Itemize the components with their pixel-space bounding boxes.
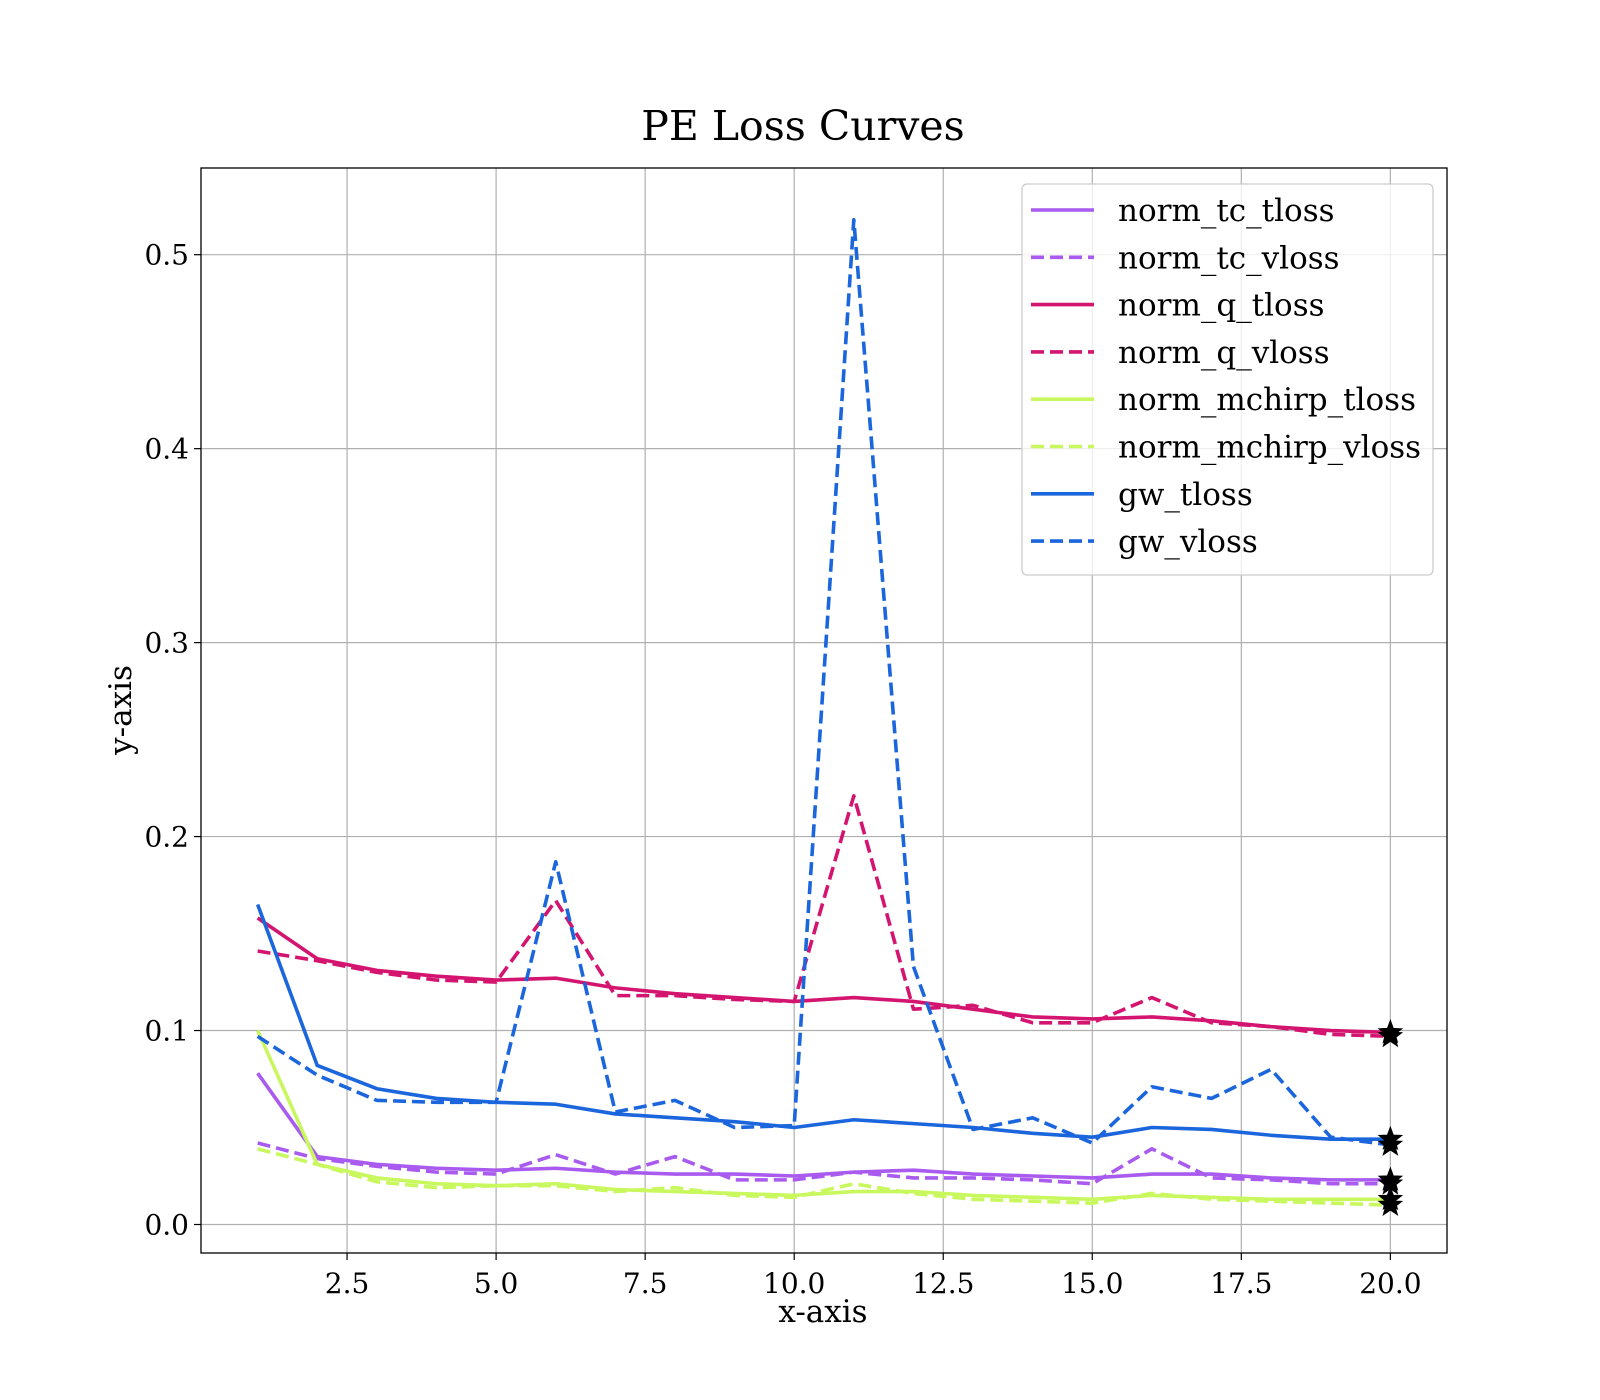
x-tick-label: 10.0 xyxy=(763,1267,825,1300)
legend-box xyxy=(1021,183,1434,576)
x-tick-label: 17.5 xyxy=(1210,1267,1272,1300)
y-tick-label: 0.2 xyxy=(144,821,189,854)
series-line-gw_tloss xyxy=(255,903,1391,1141)
y-tick-label: 0.1 xyxy=(144,1015,189,1048)
y-tick-label: 0.5 xyxy=(144,239,189,272)
series-line-norm_tc_vloss xyxy=(257,1141,1391,1186)
x-tick-label: 7.5 xyxy=(623,1267,668,1300)
legend-label: norm_mchirp_tloss xyxy=(1118,382,1416,418)
x-tick-label: 12.5 xyxy=(912,1267,974,1300)
plot-area-frame xyxy=(200,167,1448,1254)
star-marker-gw_vloss xyxy=(1377,1131,1404,1156)
chart-title: PE Loss Curves xyxy=(641,102,964,150)
series-line-norm_q_vloss xyxy=(257,794,1391,1039)
y-tick-label: 0.0 xyxy=(144,1208,189,1241)
x-axis-label: x-axis xyxy=(778,1294,867,1330)
y-tick-label: 0.4 xyxy=(144,433,189,466)
series-line-norm_mchirp_vloss xyxy=(257,1147,1391,1207)
series-lines xyxy=(255,217,1391,1207)
end-markers xyxy=(1377,1019,1404,1216)
y-axis-label: y-axis xyxy=(103,665,139,756)
legend-label: norm_mchirp_vloss xyxy=(1118,430,1421,466)
series-line-gw_vloss xyxy=(256,217,1391,1147)
legend-label: gw_tloss xyxy=(1118,477,1253,513)
legend-label: gw_vloss xyxy=(1118,524,1258,560)
legend-label: norm_q_tloss xyxy=(1118,288,1325,324)
star-marker-norm_mchirp_vloss xyxy=(1377,1191,1404,1216)
star-marker-norm_q_vloss xyxy=(1377,1022,1404,1048)
legend-label: norm_tc_vloss xyxy=(1118,240,1340,276)
x-tick-label: 2.5 xyxy=(325,1267,370,1300)
legend-entries: norm_tc_tloss norm_tc_vloss norm_q_tlossno… xyxy=(1031,193,1421,560)
x-tick-label: 15.0 xyxy=(1061,1267,1123,1300)
legend: norm_tc_tloss norm_tc_vloss norm_q_tlossno… xyxy=(1021,183,1434,576)
axis-ticks: 2.5 5.0 7.5 10.0 12.5 15.0 17.5 20.0 0.0 0.1 0.2 0.… xyxy=(144,239,1421,1300)
x-tick-label: 20.0 xyxy=(1359,1267,1421,1300)
legend-label: norm_tc_tloss xyxy=(1118,193,1335,229)
legend-label: norm_q_vloss xyxy=(1118,335,1330,371)
x-tick-label: 5.0 xyxy=(474,1267,519,1300)
y-tick-label: 0.3 xyxy=(144,627,189,660)
